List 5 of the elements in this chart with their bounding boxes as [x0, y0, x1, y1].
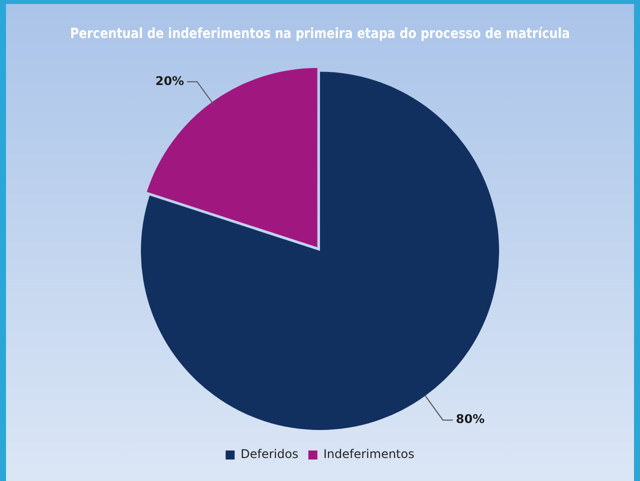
data-label: 80% [456, 412, 485, 426]
legend-label: Deferidos [240, 447, 298, 462]
data-label: 20% [155, 74, 184, 88]
chart-title: Percentual de indeferimentos na primeira etapa do processo de matrícula [70, 26, 570, 42]
legend-label: Indeferimentos [323, 447, 414, 462]
